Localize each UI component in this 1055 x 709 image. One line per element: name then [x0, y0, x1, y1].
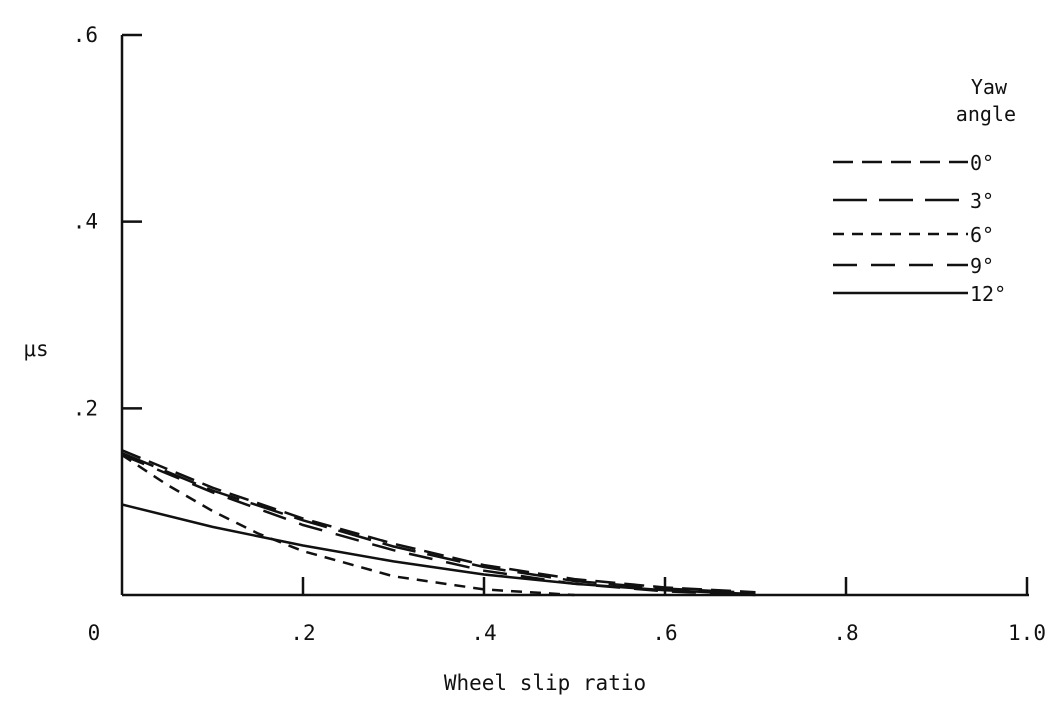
x-tick-label: .6 — [652, 621, 677, 645]
x-tick-label: .4 — [471, 621, 496, 645]
y-tick-label: .2 — [73, 396, 98, 420]
y-tick-label: .4 — [73, 210, 98, 234]
legend-label-0: 0° — [970, 151, 994, 175]
series-line-2 — [121, 453, 575, 597]
series-line-3 — [121, 453, 756, 597]
y-tick-label: .6 — [73, 23, 98, 47]
legend-label-3: 9° — [970, 254, 994, 278]
legend-label-1: 3° — [970, 189, 994, 213]
legend-label-2: 6° — [970, 223, 994, 247]
series-layer — [121, 449, 756, 597]
legend-title: Yaw angle — [956, 75, 1016, 126]
y-axis-label: μs — [23, 337, 48, 361]
series-line-0 — [121, 449, 756, 594]
legend: Yaw angle 0° 3° 6° 9° 12° — [833, 75, 1016, 306]
x-axis-label: Wheel slip ratio — [444, 671, 646, 695]
series-line-1 — [121, 451, 756, 595]
series-line-4 — [121, 503, 756, 596]
axes: 0 .2 .4 .6 .8 1.0 .2 .4 .6 — [73, 23, 1046, 645]
legend-label-4: 12° — [970, 282, 1006, 306]
legend-title-line-2: angle — [956, 102, 1016, 126]
x-tick-label: 1.0 — [1008, 621, 1046, 645]
legend-title-line-1: Yaw — [971, 75, 1008, 99]
x-tick-label: 0 — [88, 621, 101, 645]
x-tick-label: .8 — [833, 621, 858, 645]
x-tick-label: .2 — [290, 621, 315, 645]
